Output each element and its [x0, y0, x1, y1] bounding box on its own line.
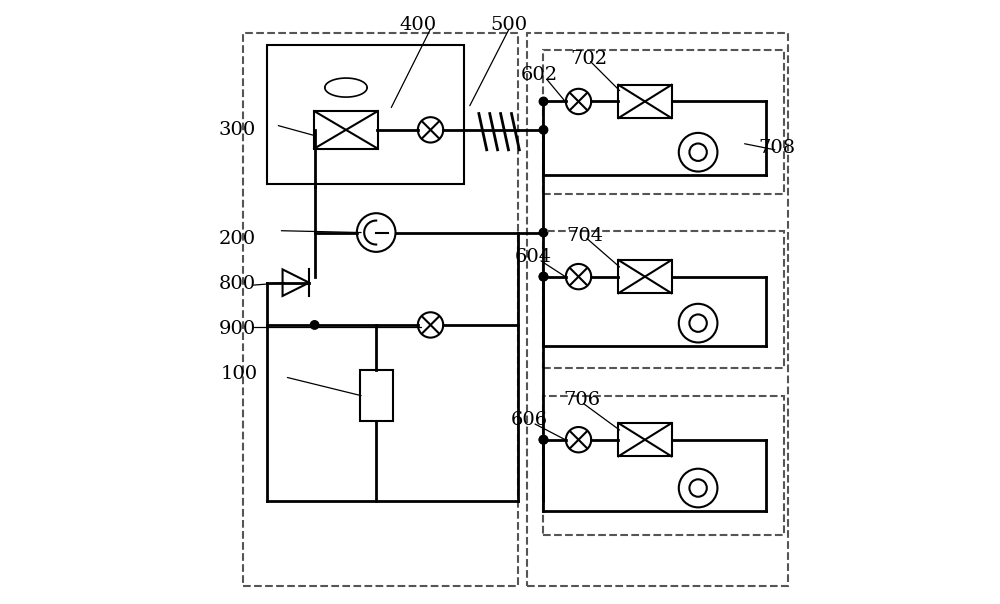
Text: 500: 500: [490, 16, 528, 34]
Text: 604: 604: [515, 248, 552, 266]
Circle shape: [566, 264, 591, 289]
Bar: [314, 111, 378, 149]
Bar: [543, 231, 784, 368]
Bar: [543, 396, 784, 535]
Bar: [618, 260, 672, 294]
Bar: [267, 45, 464, 184]
Circle shape: [418, 117, 443, 143]
Circle shape: [566, 89, 591, 114]
Text: 602: 602: [521, 66, 558, 85]
Text: 300: 300: [219, 121, 256, 139]
Circle shape: [539, 126, 548, 134]
Text: 606: 606: [510, 411, 548, 429]
Text: 900: 900: [219, 320, 256, 338]
Text: 800: 800: [219, 275, 256, 293]
Circle shape: [679, 304, 717, 342]
Text: 706: 706: [563, 391, 600, 409]
Circle shape: [310, 321, 319, 329]
Bar: [618, 85, 672, 118]
Text: 702: 702: [571, 50, 608, 68]
Circle shape: [539, 272, 548, 281]
Circle shape: [418, 312, 443, 338]
Bar: [543, 50, 784, 194]
Circle shape: [679, 133, 717, 172]
Circle shape: [539, 435, 548, 444]
Text: 704: 704: [567, 226, 604, 245]
Bar: [527, 33, 788, 586]
Bar: [243, 33, 518, 586]
Circle shape: [539, 435, 548, 444]
Text: 100: 100: [221, 365, 258, 384]
Text: 200: 200: [219, 230, 256, 248]
Circle shape: [357, 213, 396, 252]
Text: 400: 400: [400, 16, 437, 34]
Circle shape: [679, 469, 717, 507]
Circle shape: [539, 97, 548, 106]
Text: 708: 708: [758, 139, 795, 157]
Circle shape: [539, 272, 548, 281]
Circle shape: [539, 228, 548, 237]
Circle shape: [566, 427, 591, 452]
Bar: [360, 370, 393, 422]
Bar: [618, 423, 672, 457]
